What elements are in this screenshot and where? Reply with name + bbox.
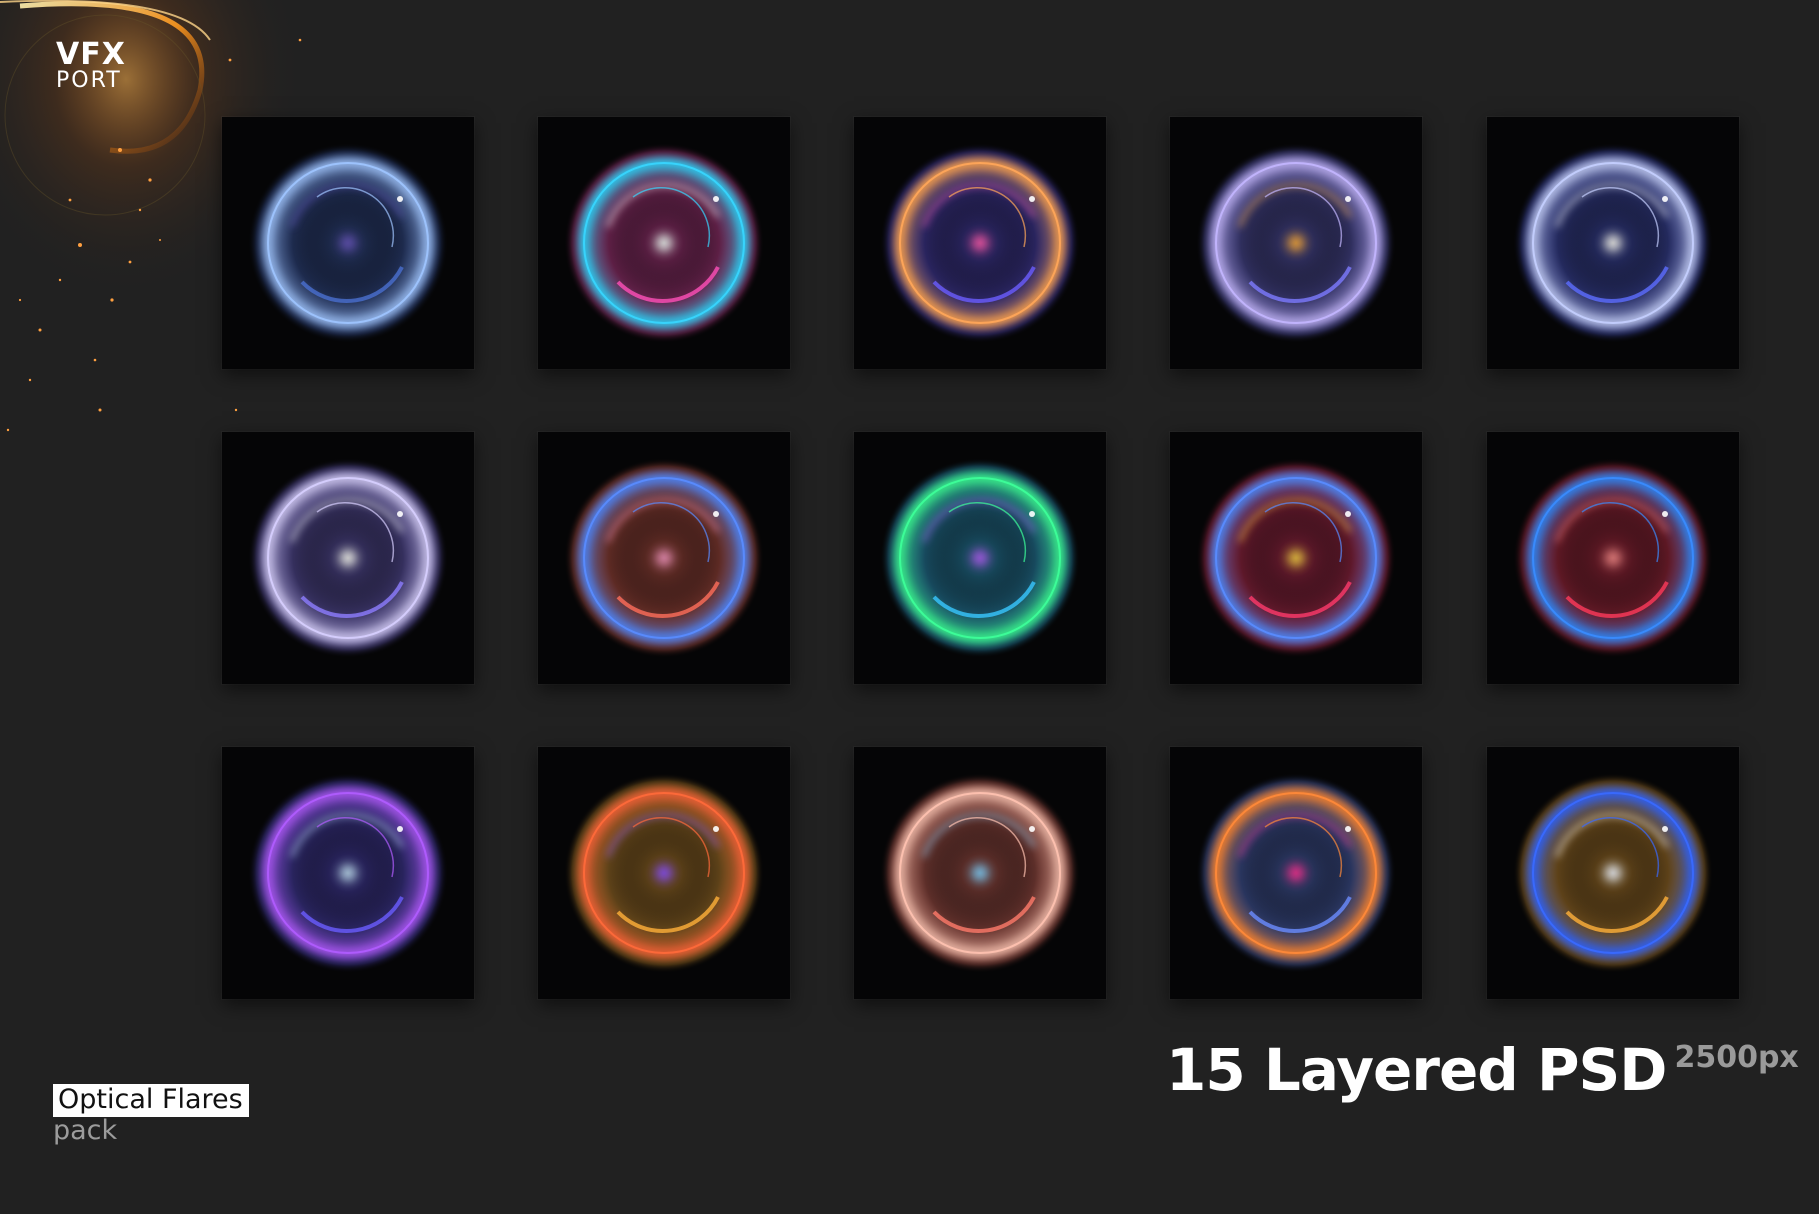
flare-preview-red-rainbow-arc [1170,432,1422,684]
flare-preview-galaxy-glass-sphere [222,747,474,999]
flare-preview-red-blue-swirl [1487,432,1739,684]
resolution-label: 2500px [1674,1040,1799,1075]
flare-preview-sun-blue-core [1487,747,1739,999]
product-label: Optical Flares pack [53,1084,249,1145]
flare-preview-violet-particle-sphere [1170,117,1422,369]
logo-line-1: VFX [56,37,126,72]
flare-preview-blue-smoke-sphere [222,117,474,369]
product-subtitle: pack [53,1114,118,1146]
vfxport-logo: VFX PORT [56,40,126,92]
flare-preview-crystal-fire-sphere [1170,747,1422,999]
flare-preview-lilac-glow-orb [222,432,474,684]
flare-preview-golden-fire-ring [538,747,790,999]
flare-preview-pink-cyan-vortex [538,117,790,369]
flare-preview-hud-ring [1487,117,1739,369]
flare-preview-rainbow-bubble-ring [854,432,1106,684]
flare-preview-peach-light-ring [854,747,1106,999]
product-title-badge: Optical Flares [53,1084,249,1117]
flare-preview-coral-swirl-ring [538,432,790,684]
flare-preview-prism-bubble [854,117,1106,369]
headline-main: 15 Layered PSD [1166,1036,1667,1104]
headline: 15 Layered PSD 2500px [1166,1036,1799,1104]
logo-line-2: PORT [56,68,122,93]
